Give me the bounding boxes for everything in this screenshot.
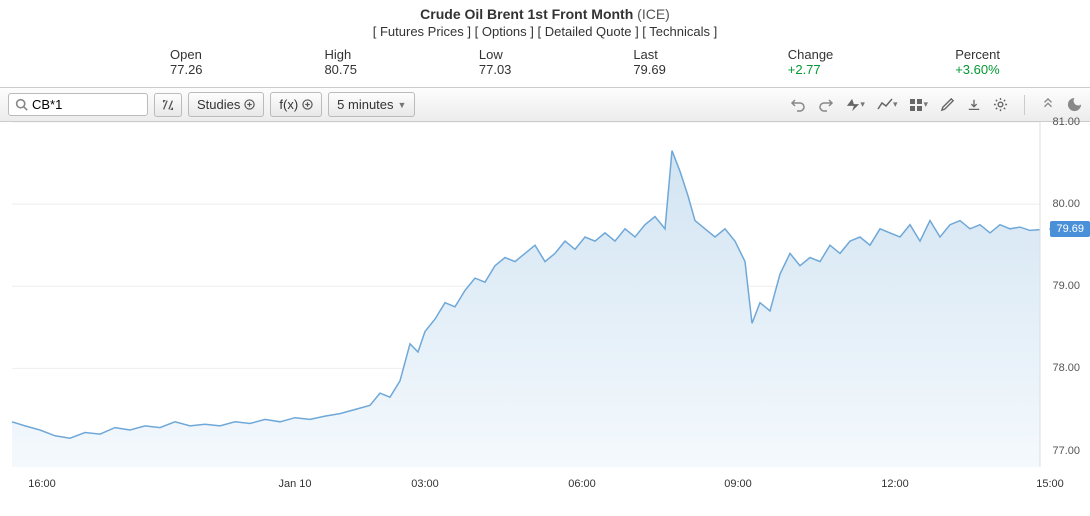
stat-open: Open 77.26 bbox=[170, 47, 203, 77]
stat-label: Last bbox=[633, 47, 666, 62]
stat-label: High bbox=[324, 47, 357, 62]
stat-value: 79.69 bbox=[633, 62, 666, 77]
interval-label: 5 minutes bbox=[337, 97, 393, 112]
interval-button[interactable]: 5 minutes ▼ bbox=[328, 92, 415, 117]
y-axis-label: 79.00 bbox=[1052, 280, 1080, 292]
fx-button[interactable]: f(x) bbox=[270, 92, 322, 117]
y-axis-label: 78.00 bbox=[1052, 362, 1080, 374]
stat-value: +3.60% bbox=[955, 62, 1000, 77]
last-price-marker: 79.69 bbox=[1050, 221, 1090, 237]
toolbar: Studies f(x) 5 minutes ▼ ▾ ▾ ▾ bbox=[0, 87, 1090, 122]
compare-icon bbox=[161, 98, 175, 112]
chevron-down-icon: ▾ bbox=[923, 99, 928, 110]
stats-row: Open 77.26 High 80.75 Low 77.03 Last 79.… bbox=[0, 41, 1090, 87]
x-axis-label: 03:00 bbox=[411, 478, 439, 490]
stat-last: Last 79.69 bbox=[633, 47, 666, 77]
chart-svg bbox=[0, 122, 1090, 492]
stat-change: Change +2.77 bbox=[788, 47, 834, 77]
instrument-name: Crude Oil Brent 1st Front Month bbox=[420, 6, 633, 22]
events-button[interactable]: ▾ bbox=[846, 98, 865, 112]
y-axis-label: 77.00 bbox=[1052, 445, 1080, 457]
stat-label: Low bbox=[479, 47, 512, 62]
studies-button[interactable]: Studies bbox=[188, 92, 264, 117]
nav-link[interactable]: Technicals bbox=[649, 24, 710, 39]
stat-high: High 80.75 bbox=[324, 47, 357, 77]
studies-label: Studies bbox=[197, 97, 240, 112]
y-axis-label: 80.00 bbox=[1052, 198, 1080, 210]
y-axis-label: 81.00 bbox=[1052, 116, 1080, 128]
undo-button[interactable] bbox=[790, 97, 806, 113]
chevron-down-icon: ▾ bbox=[893, 99, 898, 110]
templates-button[interactable]: ▾ bbox=[909, 98, 928, 112]
exchange-name: (ICE) bbox=[637, 6, 670, 22]
nav-link[interactable]: Options bbox=[482, 24, 527, 39]
stat-value: 77.03 bbox=[479, 62, 512, 77]
x-axis-label: 06:00 bbox=[568, 478, 596, 490]
x-axis-label: Jan 10 bbox=[278, 478, 311, 490]
plus-icon bbox=[244, 99, 255, 110]
redo-button[interactable] bbox=[818, 97, 834, 113]
theme-button[interactable] bbox=[1067, 97, 1082, 112]
nav-links: [ Futures Prices ] [ Options ] [ Detaile… bbox=[0, 24, 1090, 39]
stat-label: Open bbox=[170, 47, 203, 62]
chart-type-button[interactable]: ▾ bbox=[877, 98, 898, 112]
stat-value: 80.75 bbox=[324, 62, 357, 77]
x-axis-label: 12:00 bbox=[881, 478, 909, 490]
symbol-search[interactable] bbox=[8, 93, 148, 116]
fx-label: f(x) bbox=[279, 97, 298, 112]
x-axis-label: 09:00 bbox=[724, 478, 752, 490]
settings-button[interactable] bbox=[993, 97, 1008, 112]
plus-icon bbox=[302, 99, 313, 110]
x-axis-label: 15:00 bbox=[1036, 478, 1064, 490]
compare-button[interactable] bbox=[154, 93, 182, 117]
nav-link[interactable]: Detailed Quote bbox=[545, 24, 632, 39]
stat-label: Change bbox=[788, 47, 834, 62]
chevron-down-icon: ▼ bbox=[398, 100, 407, 110]
stat-low: Low 77.03 bbox=[479, 47, 512, 77]
nav-link[interactable]: Futures Prices bbox=[380, 24, 464, 39]
stat-label: Percent bbox=[955, 47, 1000, 62]
search-icon bbox=[15, 98, 28, 111]
price-chart[interactable]: 77.0078.0079.0080.0081.0079.6916:00Jan 1… bbox=[0, 122, 1090, 492]
stat-percent: Percent +3.60% bbox=[955, 47, 1000, 77]
chart-title: Crude Oil Brent 1st Front Month (ICE) bbox=[0, 6, 1090, 22]
divider bbox=[1024, 95, 1025, 115]
chevron-down-icon: ▾ bbox=[860, 99, 865, 110]
stat-value: +2.77 bbox=[788, 62, 834, 77]
collapse-button[interactable] bbox=[1041, 98, 1055, 112]
draw-button[interactable] bbox=[940, 97, 955, 112]
download-button[interactable] bbox=[967, 98, 981, 112]
x-axis-label: 16:00 bbox=[28, 478, 56, 490]
stat-value: 77.26 bbox=[170, 62, 203, 77]
symbol-input[interactable] bbox=[32, 97, 141, 112]
